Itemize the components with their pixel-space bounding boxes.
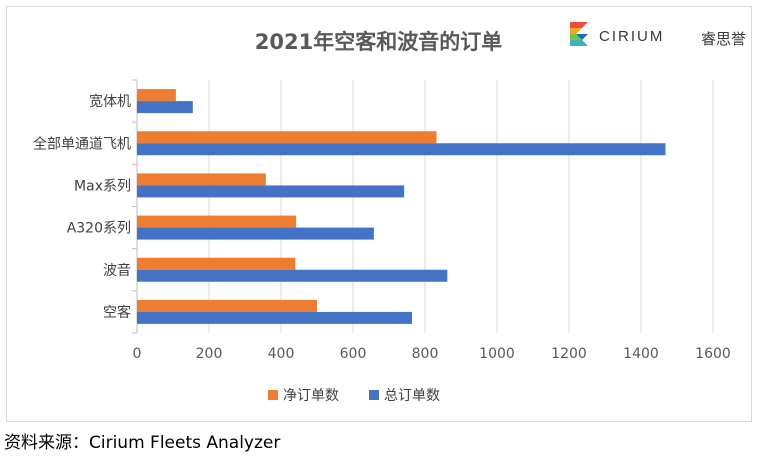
x-tick-label: 800 bbox=[412, 346, 439, 362]
bar-gross bbox=[137, 101, 193, 114]
x-tick-label: 200 bbox=[196, 346, 223, 362]
category-label: A320系列 bbox=[67, 221, 131, 237]
legend: 净订单数 总订单数 bbox=[268, 385, 440, 405]
category-label: 波音 bbox=[103, 262, 131, 279]
x-tick-label: 0 bbox=[133, 346, 142, 362]
category-label: 全部单通道飞机 bbox=[33, 135, 131, 152]
bars bbox=[137, 89, 666, 324]
value-tick-labels: 0 200 400 600 800 1000 1200 1400 1600 bbox=[133, 346, 731, 362]
bar-net bbox=[137, 299, 317, 312]
category-axis bbox=[132, 79, 138, 334]
bar-net bbox=[137, 257, 296, 270]
legend-swatch-gross bbox=[369, 390, 379, 400]
x-tick-label: 1200 bbox=[551, 346, 587, 362]
bar-gross bbox=[137, 311, 413, 324]
x-tick-label: 1000 bbox=[479, 346, 515, 362]
logo-wordmark: CIRIUM bbox=[599, 28, 665, 45]
bar-net bbox=[137, 89, 176, 102]
bar-gross bbox=[137, 185, 405, 198]
bar-gross bbox=[137, 269, 448, 282]
chart-title: 2021年空客和波音的订单 bbox=[254, 30, 503, 54]
x-tick-label: 600 bbox=[340, 346, 367, 362]
legend-label-gross: 总订单数 bbox=[384, 388, 440, 404]
cirium-logo: CIRIUM 睿思誉 bbox=[566, 12, 756, 56]
bar-net bbox=[137, 131, 437, 144]
legend-label-net: 净订单数 bbox=[283, 388, 339, 404]
bar-gross bbox=[137, 227, 374, 240]
category-label: 空客 bbox=[103, 304, 131, 321]
legend-swatch-net bbox=[268, 390, 278, 400]
bar-net bbox=[137, 215, 297, 228]
x-tick-label: 1600 bbox=[695, 346, 731, 362]
bar-net bbox=[137, 173, 266, 186]
legend-item-net: 净订单数 bbox=[268, 385, 339, 405]
logo-chinese: 睿思誉 bbox=[701, 30, 747, 48]
legend-item-gross: 总订单数 bbox=[369, 385, 440, 405]
cirium-logo-icon bbox=[570, 22, 588, 46]
category-label: Max系列 bbox=[74, 178, 131, 194]
source-note: 资料来源：Cirium Fleets Analyzer bbox=[4, 433, 281, 453]
gridlines bbox=[208, 80, 714, 333]
chart-frame bbox=[6, 6, 752, 422]
x-tick-label: 1400 bbox=[623, 346, 659, 362]
bar-gross bbox=[137, 143, 666, 156]
category-label: 宽体机 bbox=[89, 93, 131, 110]
x-tick-label: 400 bbox=[268, 346, 295, 362]
